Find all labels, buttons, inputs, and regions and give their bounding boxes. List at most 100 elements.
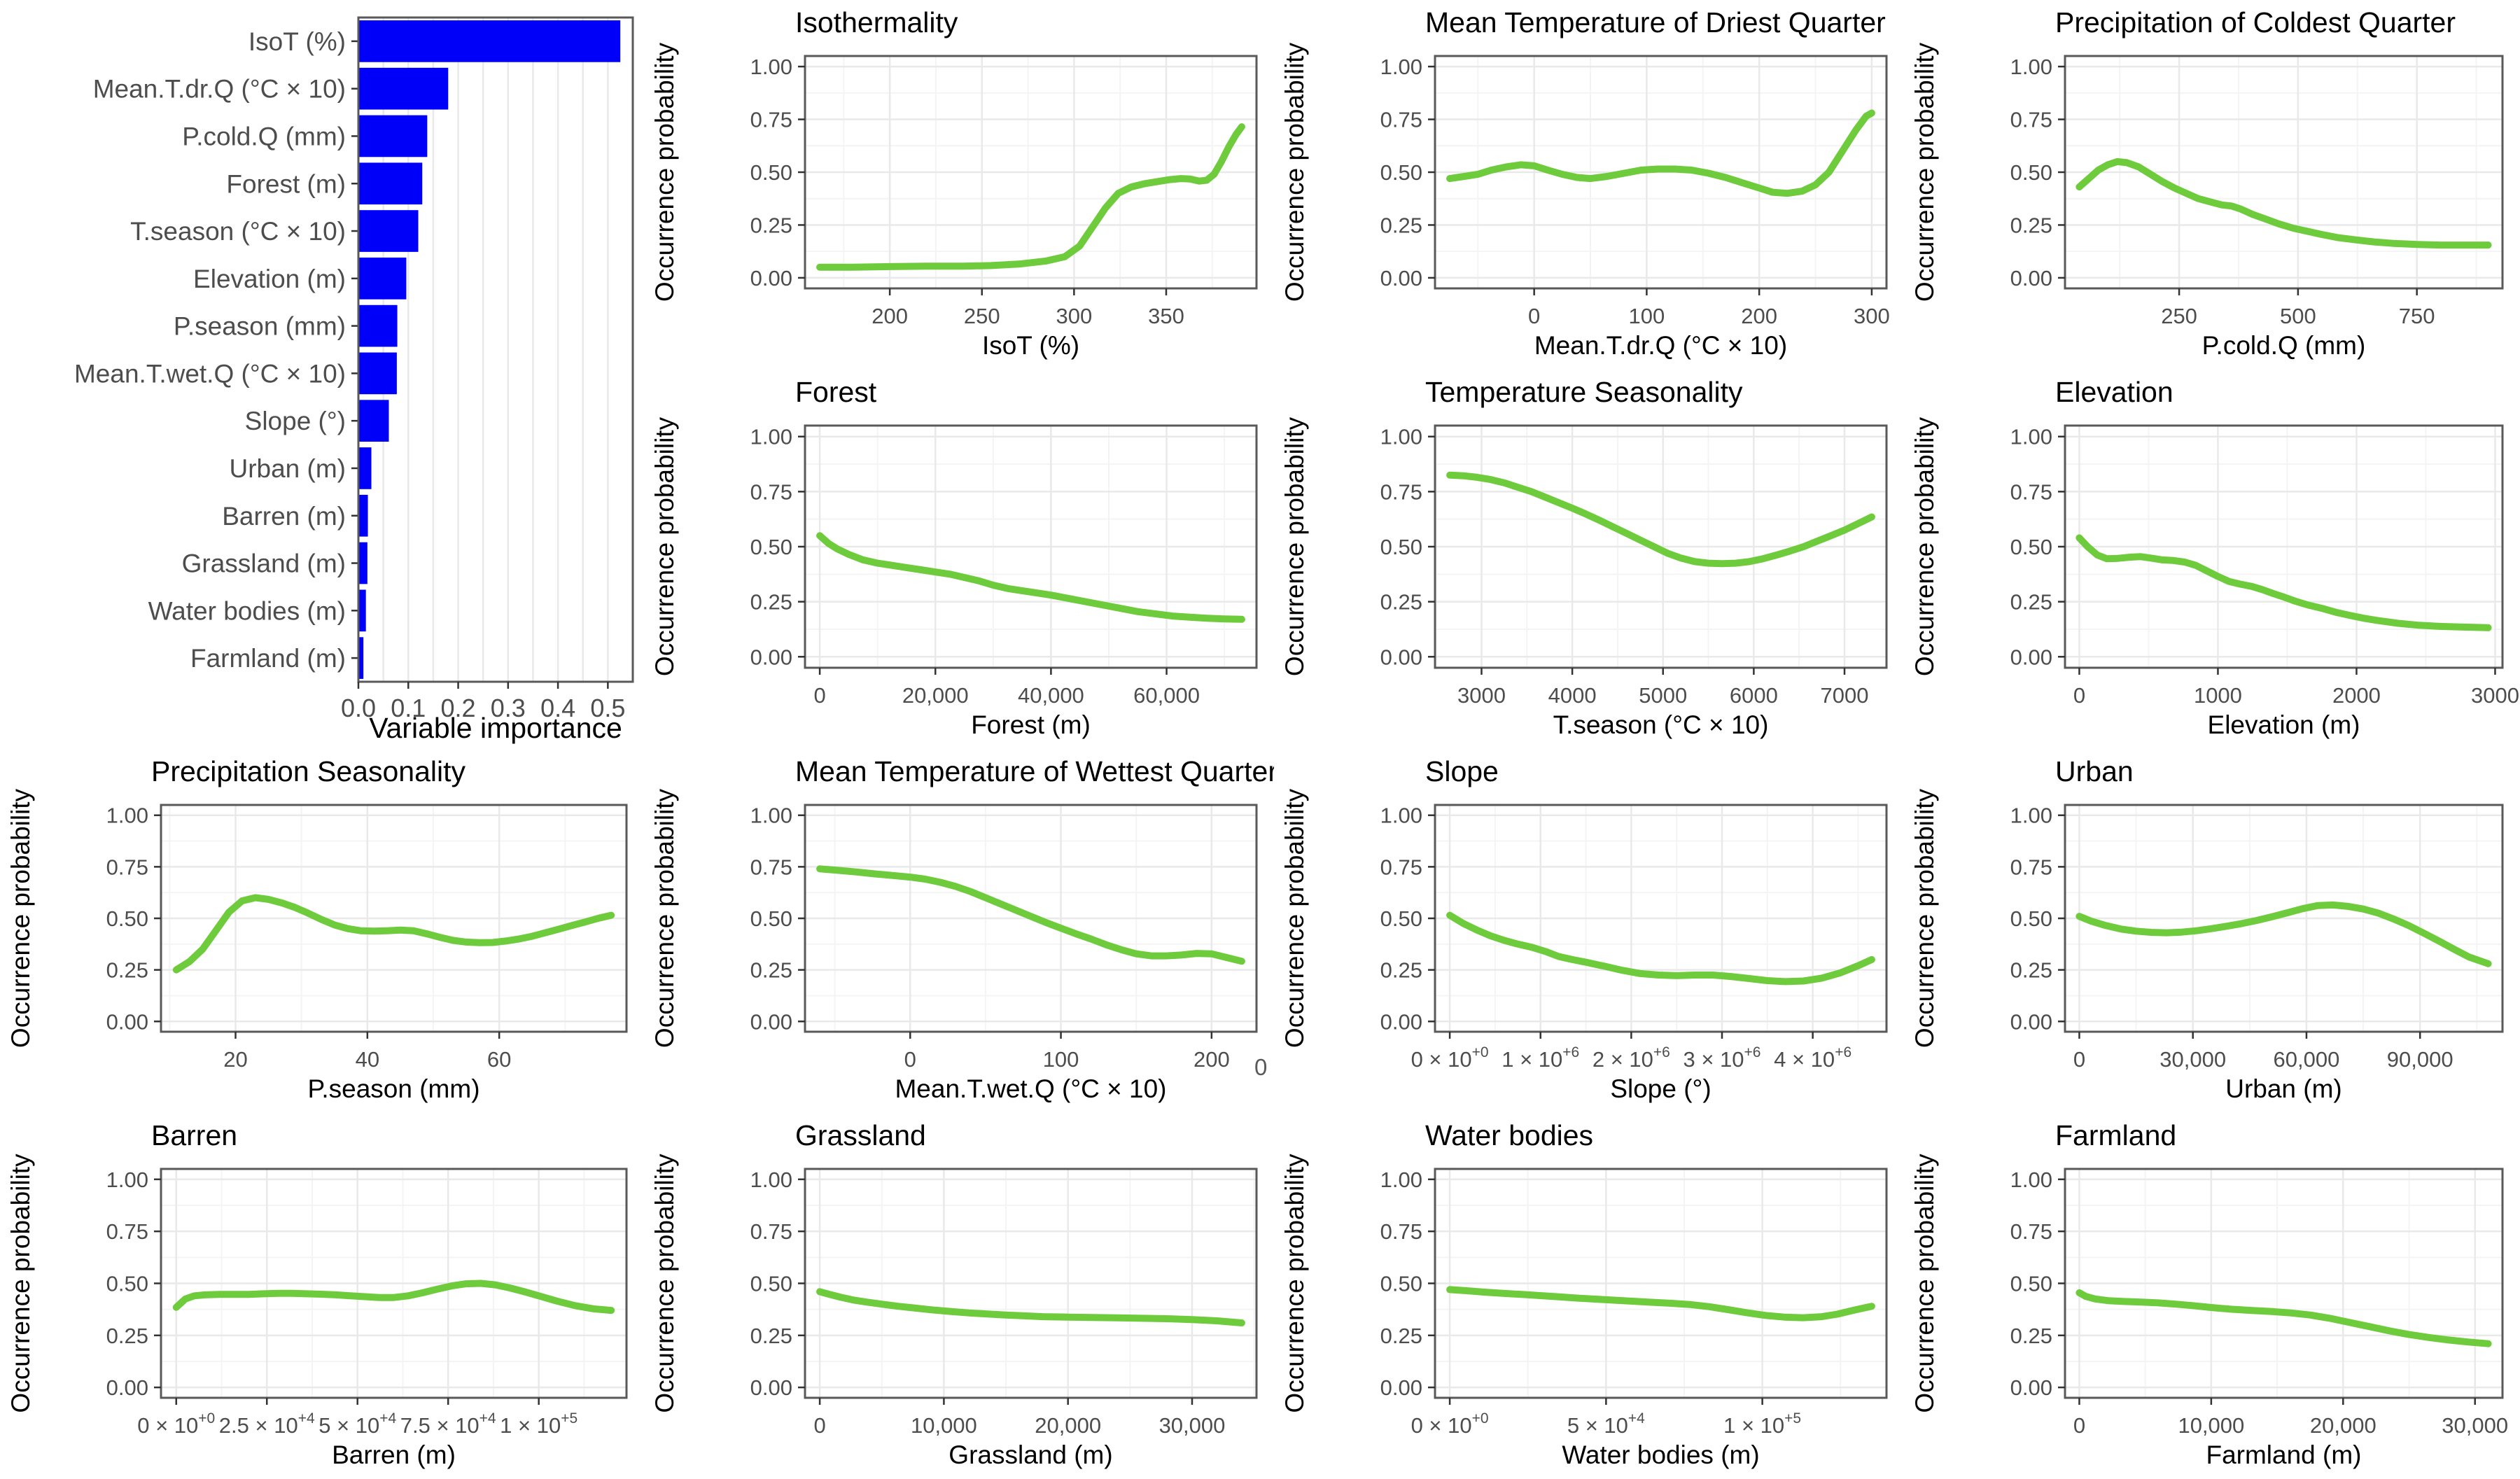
chart-text: 10,000 (911, 1413, 977, 1438)
chart-text: 0.50 (1380, 535, 1422, 559)
chart-text: Occurrence probability (6, 788, 35, 1048)
chart-text: 0.25 (2010, 213, 2052, 237)
chart-text: 200 (872, 304, 908, 328)
panel-water-bodies: 0.00 0.25 0.50 0.75 1.00 0 × 10+0 5 × 10+4 1 × … (1274, 1113, 1904, 1479)
chart-text: 6000 (1730, 683, 1778, 708)
importance-bar (358, 352, 397, 395)
chart-text: Occurrence probability (1280, 788, 1309, 1048)
chart-text: 0.75 (1380, 1219, 1422, 1244)
precip-coldest-quarter-curve (2076, 157, 2492, 249)
chart-text: T.season (°C × 10) (1553, 710, 1769, 739)
chart-text: 0.3 (491, 694, 526, 722)
elevation-svg: 0.00 0.25 0.50 0.75 1.00 0 1000 2000 3000 Elevati… (1910, 376, 2519, 739)
chart-text: 0 × 10+0 (1411, 1044, 1489, 1072)
chart-text: 0.75 (2010, 1219, 2052, 1244)
chart-text: 30,000 (1159, 1413, 1226, 1438)
chart-text: Grassland (795, 1119, 926, 1151)
chart-text: 0 × 10+0 (137, 1410, 215, 1438)
chart-text: 3000 (2471, 683, 2519, 708)
chart-text: 0.75 (750, 855, 792, 879)
chart-text: 0.00 (106, 1375, 148, 1400)
chart-text: 1.00 (1380, 425, 1422, 449)
chart-text: P.season (mm) (307, 1074, 479, 1103)
forest-curve (816, 532, 1245, 623)
chart-text: 0.50 (750, 535, 792, 559)
farmland-svg: 0.00 0.25 0.50 0.75 1.00 0 10,000 20,000 30,000 F… (1910, 1119, 2508, 1469)
chart-text: Water bodies (m) (1562, 1441, 1759, 1469)
chart-text: 0.75 (106, 855, 148, 879)
chart-text: Variable importance (369, 712, 622, 744)
water-bodies-svg: 0.00 0.25 0.50 0.75 1.00 0 × 10+0 5 × 10+4 1 × … (1280, 1119, 1888, 1469)
chart-text: 350 (1148, 304, 1184, 328)
chart-text: Elevation (2055, 376, 2174, 408)
chart-text: Urban (m) (229, 454, 346, 483)
chart-text: 5 × 10+4 (1567, 1410, 1645, 1438)
chart-text: 20,000 (2310, 1413, 2376, 1438)
chart-text: Mean.T.wet.Q (°C × 10) (74, 359, 346, 388)
importance-bar (358, 589, 366, 632)
chart-text: 0.00 (2010, 1375, 2052, 1400)
chart-text: 7000 (1821, 683, 1869, 708)
panel-temperature-seasonality: 0.00 0.25 0.50 0.75 1.00 3000 4000 5000 6000 7000… (1274, 370, 1904, 749)
chart-text: 5000 (1639, 683, 1687, 708)
panel-urban: 0.00 0.25 0.50 0.75 1.00 0 30,000 60,000 90,000 U… (1904, 749, 2520, 1113)
chart-text: 0.50 (106, 906, 148, 931)
chart-text: 1.00 (2010, 804, 2052, 828)
chart-text: 1 × 10+5 (1723, 1410, 1801, 1438)
chart-text: 0 (813, 1413, 825, 1438)
importance-bar (358, 400, 389, 442)
chart-text: Forest (m) (226, 169, 346, 198)
chart-text: Occurrence probability (1910, 788, 1939, 1048)
chart-text: 0.25 (106, 1324, 148, 1348)
chart-text: Slope (°) (1610, 1074, 1711, 1103)
chart-text: 0 (2073, 1413, 2085, 1438)
chart-text: 0.75 (1380, 108, 1422, 132)
chart-text: 0 (813, 683, 825, 708)
panel-isothermality: 0.00 0.25 0.50 0.75 1.00 200 250 300 350 Isotherm… (644, 0, 1274, 370)
chart-text: 60,000 (1133, 683, 1200, 708)
water-bodies-curve (1446, 1286, 1875, 1322)
chart-text: Water bodies (1425, 1119, 1593, 1151)
chart-text: 0.25 (750, 213, 792, 237)
chart-text: 1.00 (2010, 425, 2052, 449)
chart-text: 0.00 (1380, 645, 1422, 669)
chart-text: 3 × 10+6 (1683, 1044, 1760, 1072)
chart-text: 1.00 (750, 425, 792, 449)
chart-text: Grassland (m) (948, 1441, 1112, 1469)
chart-text: 1.00 (750, 804, 792, 828)
chart-text: P.season (mm) (174, 312, 346, 341)
chart-text: Elevation (m) (193, 265, 346, 293)
chart-text: 200 (1741, 304, 1777, 328)
chart-text: 5 × 10+4 (318, 1410, 396, 1438)
chart-text: Mean Temperature of Wettest Quarter (795, 755, 1274, 787)
chart-text: 2.5 × 10+4 (219, 1410, 315, 1438)
chart-text: 0.00 (2010, 1009, 2052, 1034)
chart-text: 0.0 (341, 694, 376, 722)
precip-coldest-quarter-svg: 0.00 0.25 0.50 0.75 1.00 250 500 750 Precipitati… (1910, 6, 2504, 360)
chart-text: 250 (964, 304, 1000, 328)
chart-text: IsoT (%) (248, 27, 346, 56)
urban-curve (2076, 901, 2492, 967)
chart-text: 0.75 (750, 108, 792, 132)
chart-text: 0.50 (750, 1272, 792, 1296)
chart-text: 0.25 (750, 1324, 792, 1348)
chart-text: 0.00 (750, 645, 792, 669)
chart-text: 30,000 (2160, 1047, 2226, 1072)
chart-text: Farmland (m) (190, 644, 346, 673)
chart-text: 0.25 (2010, 958, 2052, 983)
chart-text: 3000 (1457, 683, 1506, 708)
mean-t-wettest-quarter-svg: 0.00 0.25 0.50 0.75 1.00 0 100 200 Mean Temperat… (650, 755, 1274, 1103)
importance-bar (358, 447, 372, 489)
chart-text: 40 (356, 1047, 379, 1072)
isothermality-svg: 0.00 0.25 0.50 0.75 1.00 200 250 300 350 Isotherm… (650, 6, 1258, 360)
chart-text: Slope (1425, 755, 1499, 787)
importance-bar (358, 494, 368, 537)
chart-text: Temperature Seasonality (1425, 376, 1743, 408)
temperature-seasonality-svg: 0.00 0.25 0.50 0.75 1.00 3000 4000 5000 6000 7000… (1280, 376, 1888, 739)
chart-text: 20 (223, 1047, 247, 1072)
chart-text: 2 × 10+6 (1592, 1044, 1670, 1072)
chart-text: 1.00 (106, 804, 148, 828)
chart-text: 90,000 (2387, 1047, 2454, 1072)
chart-text: 1.00 (1380, 804, 1422, 828)
